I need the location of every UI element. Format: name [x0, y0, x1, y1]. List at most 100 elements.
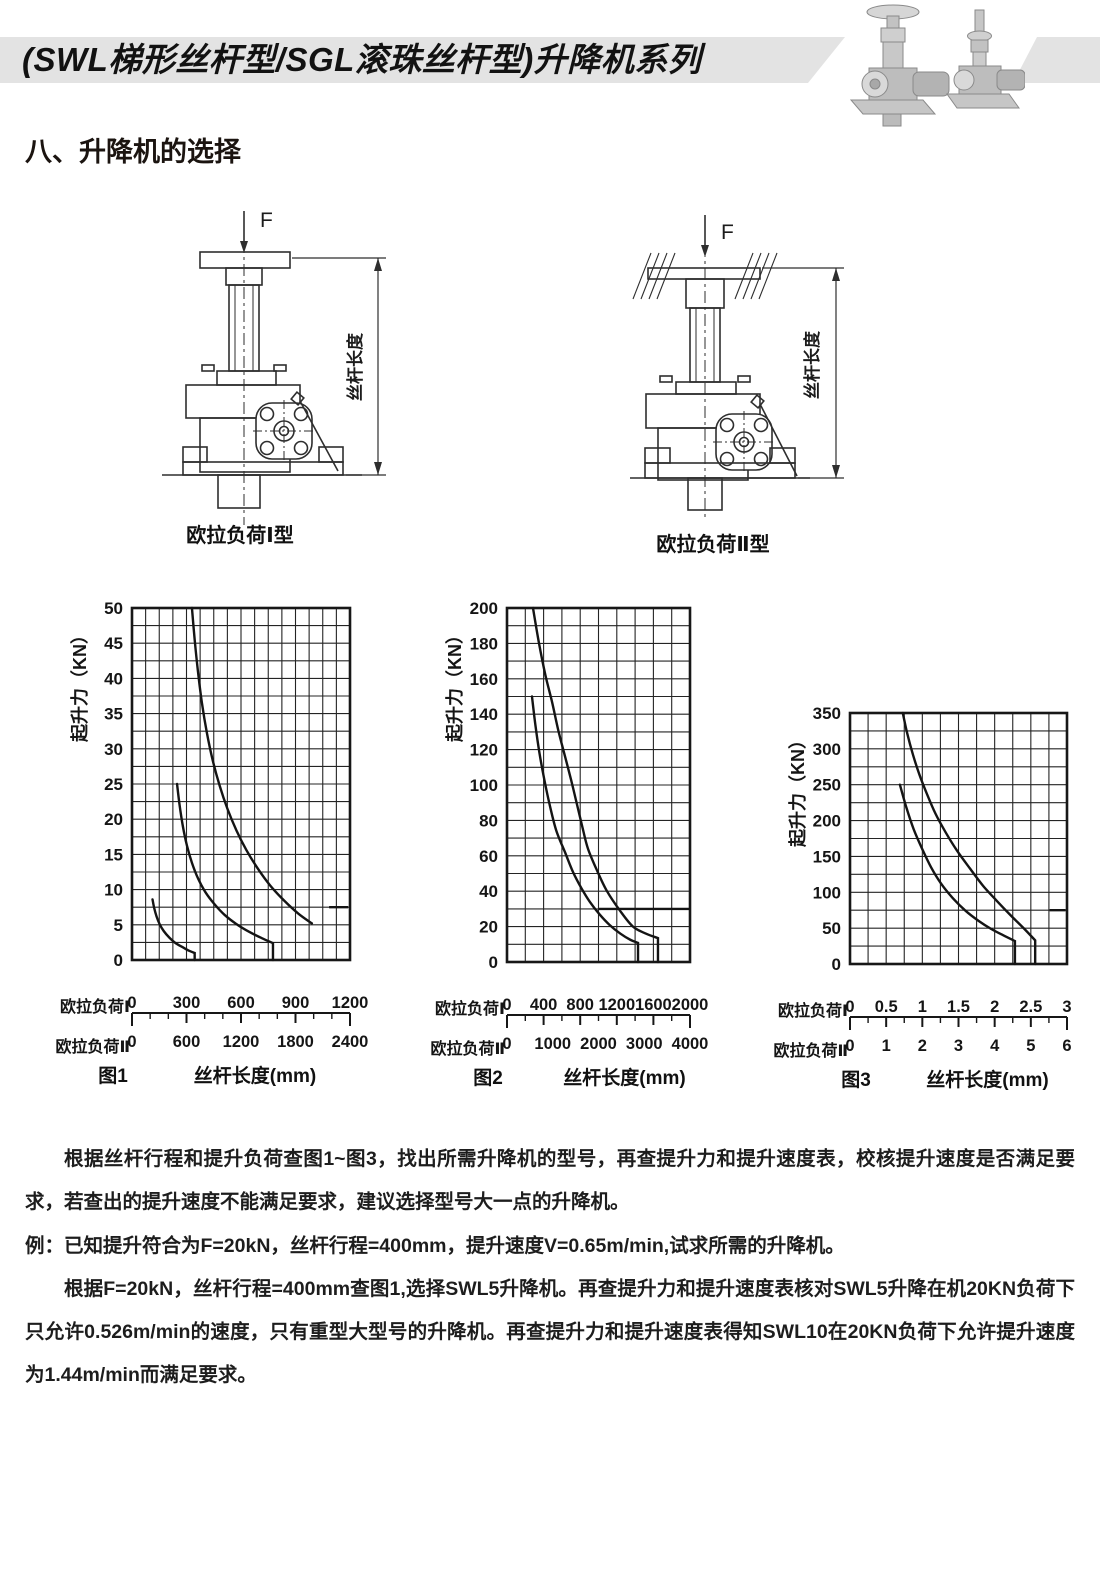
- y-tick-label: 35: [104, 705, 123, 724]
- x-tick-label: 0: [845, 998, 854, 1016]
- x-tick-label: 4000: [672, 1035, 709, 1053]
- x-tick-label: 1800: [277, 1033, 314, 1051]
- y-tick-label: 250: [813, 776, 841, 795]
- y-tick-label: 50: [822, 919, 841, 938]
- y-axis-title: 起升力（KN）: [787, 731, 808, 848]
- hatch-left: [632, 252, 676, 300]
- figure-euler-type2-diagram: 丝杆长度 F 欧拉负荷Ⅱ型: [630, 215, 844, 556]
- x-tick-label: 5: [1026, 1037, 1035, 1055]
- y-axis-title: 起升力（KN）: [69, 626, 90, 743]
- y-tick-label: 40: [104, 669, 123, 688]
- capacity-curve-2: [175, 782, 275, 962]
- y-tick-label: 80: [479, 811, 498, 830]
- length-ruler: [131, 1012, 351, 1026]
- x-axis-title: 丝杆长度(mm): [194, 1064, 316, 1087]
- x-tick-label: 2: [990, 998, 999, 1016]
- x-tick-label: 2000: [672, 996, 709, 1014]
- grid: [850, 713, 1067, 964]
- x-tick-label: 2.5: [1019, 998, 1042, 1016]
- x-tick-label: 0: [127, 994, 136, 1012]
- y-tick-label: 120: [470, 741, 498, 760]
- x-tick-label: 3000: [626, 1035, 663, 1053]
- figure-number: 图1: [98, 1065, 128, 1087]
- y-tick-label: 350: [813, 704, 841, 723]
- figure-number: 图2: [473, 1067, 503, 1089]
- euler-load-row-label: 欧拉负荷Ⅰ: [435, 999, 505, 1018]
- x-tick-label: 1200: [223, 1033, 260, 1051]
- capacity-curve-1: [898, 783, 1017, 966]
- x-tick-label: 0.5: [875, 998, 898, 1016]
- capacity-curve-2: [531, 606, 660, 964]
- x-tick-label: 1200: [332, 994, 369, 1012]
- grid: [507, 608, 690, 962]
- page-title: (SWL梯形丝杆型/SGL滚珠丝杆型)升降机系列: [22, 41, 702, 78]
- euler-load-row-label: 欧拉负荷Ⅱ: [773, 1041, 848, 1060]
- x-tick-label: 600: [227, 994, 255, 1012]
- length-ruler: [506, 1014, 691, 1028]
- x-tick-label: 0: [502, 996, 511, 1014]
- note-paragraph: 根据F=20kN，丝杆行程=400mm查图1,选择SWL5升降机。再查提升力和提…: [25, 1277, 1075, 1387]
- note-paragraph: 例：已知提升符合为F=20kN，丝杆行程=400mm，提升速度V=0.65m/m…: [25, 1234, 845, 1257]
- y-tick-label: 50: [104, 599, 123, 618]
- screw-length-dim-label: 丝杆长度: [802, 330, 822, 399]
- capacity-curve-2: [901, 711, 1037, 966]
- y-tick-label: 180: [470, 634, 498, 653]
- x-tick-label: 900: [282, 994, 310, 1012]
- y-tick-label: 5: [114, 916, 123, 935]
- header-band: (SWL梯形丝杆型/SGL滚珠丝杆型)升降机系列: [0, 37, 845, 83]
- dimension-line: [292, 257, 386, 476]
- hatch-right: [734, 252, 778, 300]
- y-tick-label: 10: [104, 881, 123, 900]
- x-tick-label: 3: [954, 1037, 963, 1055]
- capacity-curve-1: [151, 898, 196, 962]
- y-tick-label: 0: [832, 955, 841, 974]
- note-paragraph: 根据丝杆行程和提升负荷查图1~图3，找出所需升降机的型号，再查提升力和提升速度表…: [25, 1148, 1075, 1214]
- product-render-left: [849, 4, 950, 127]
- y-tick-label: 45: [104, 634, 123, 653]
- euler-load-row-label: 欧拉负荷Ⅱ: [55, 1037, 130, 1056]
- force-label: F: [721, 221, 734, 244]
- x-tick-label: 1000: [534, 1035, 571, 1053]
- dimension-line: [762, 267, 844, 479]
- y-tick-label: 15: [104, 845, 123, 864]
- plot-border: [505, 606, 692, 964]
- product-render-right: [946, 9, 1025, 109]
- x-tick-label: 2000: [580, 1035, 617, 1053]
- y-tick-label: 0: [489, 953, 498, 972]
- x-axis-title: 丝杆长度(mm): [926, 1068, 1048, 1091]
- y-tick-label: 25: [104, 775, 123, 794]
- length-ruler: [849, 1016, 1068, 1030]
- grid: [132, 608, 350, 960]
- header-band-right: [1013, 37, 1100, 83]
- x-tick-label: 400: [530, 996, 558, 1014]
- screw-length-dim-label: 丝杆长度: [345, 332, 365, 401]
- x-tick-label: 2400: [332, 1033, 369, 1051]
- x-tick-label: 1: [918, 998, 927, 1016]
- figure-caption: 欧拉负荷Ⅰ型: [186, 523, 293, 547]
- x-tick-label: 2: [918, 1037, 927, 1055]
- figure-chart-2: 020406080100120140160180200起升力（KN）欧拉负荷Ⅰ0…: [430, 599, 709, 1089]
- product-renders: [849, 4, 1025, 127]
- x-tick-label: 6: [1062, 1037, 1071, 1055]
- y-tick-label: 20: [479, 918, 498, 937]
- x-tick-label: 1200: [598, 996, 635, 1014]
- x-tick-label: 800: [566, 996, 594, 1014]
- y-tick-label: 200: [813, 812, 841, 831]
- x-tick-label: 0: [127, 1033, 136, 1051]
- x-tick-label: 1: [882, 1037, 891, 1055]
- y-tick-label: 40: [479, 882, 498, 901]
- y-tick-label: 140: [470, 705, 498, 724]
- selection-notes: 根据丝杆行程和提升负荷查图1~图3，找出所需升降机的型号，再查提升力和提升速度表…: [25, 1138, 1075, 1398]
- x-tick-label: 0: [845, 1037, 854, 1055]
- y-axis-title: 起升力（KN）: [444, 626, 465, 743]
- x-tick-label: 3: [1062, 998, 1071, 1016]
- y-tick-label: 20: [104, 810, 123, 829]
- figure-euler-type1-diagram: 丝杆长度 F 欧拉负荷Ⅰ型: [162, 209, 386, 547]
- euler-load-row-label: 欧拉负荷Ⅱ: [430, 1039, 505, 1058]
- section-heading: 八、升降机的选择: [25, 137, 241, 167]
- y-tick-label: 0: [114, 951, 123, 970]
- capacity-curve-1: [530, 695, 640, 964]
- x-axis-title: 丝杆长度(mm): [563, 1066, 685, 1089]
- y-tick-label: 100: [813, 883, 841, 902]
